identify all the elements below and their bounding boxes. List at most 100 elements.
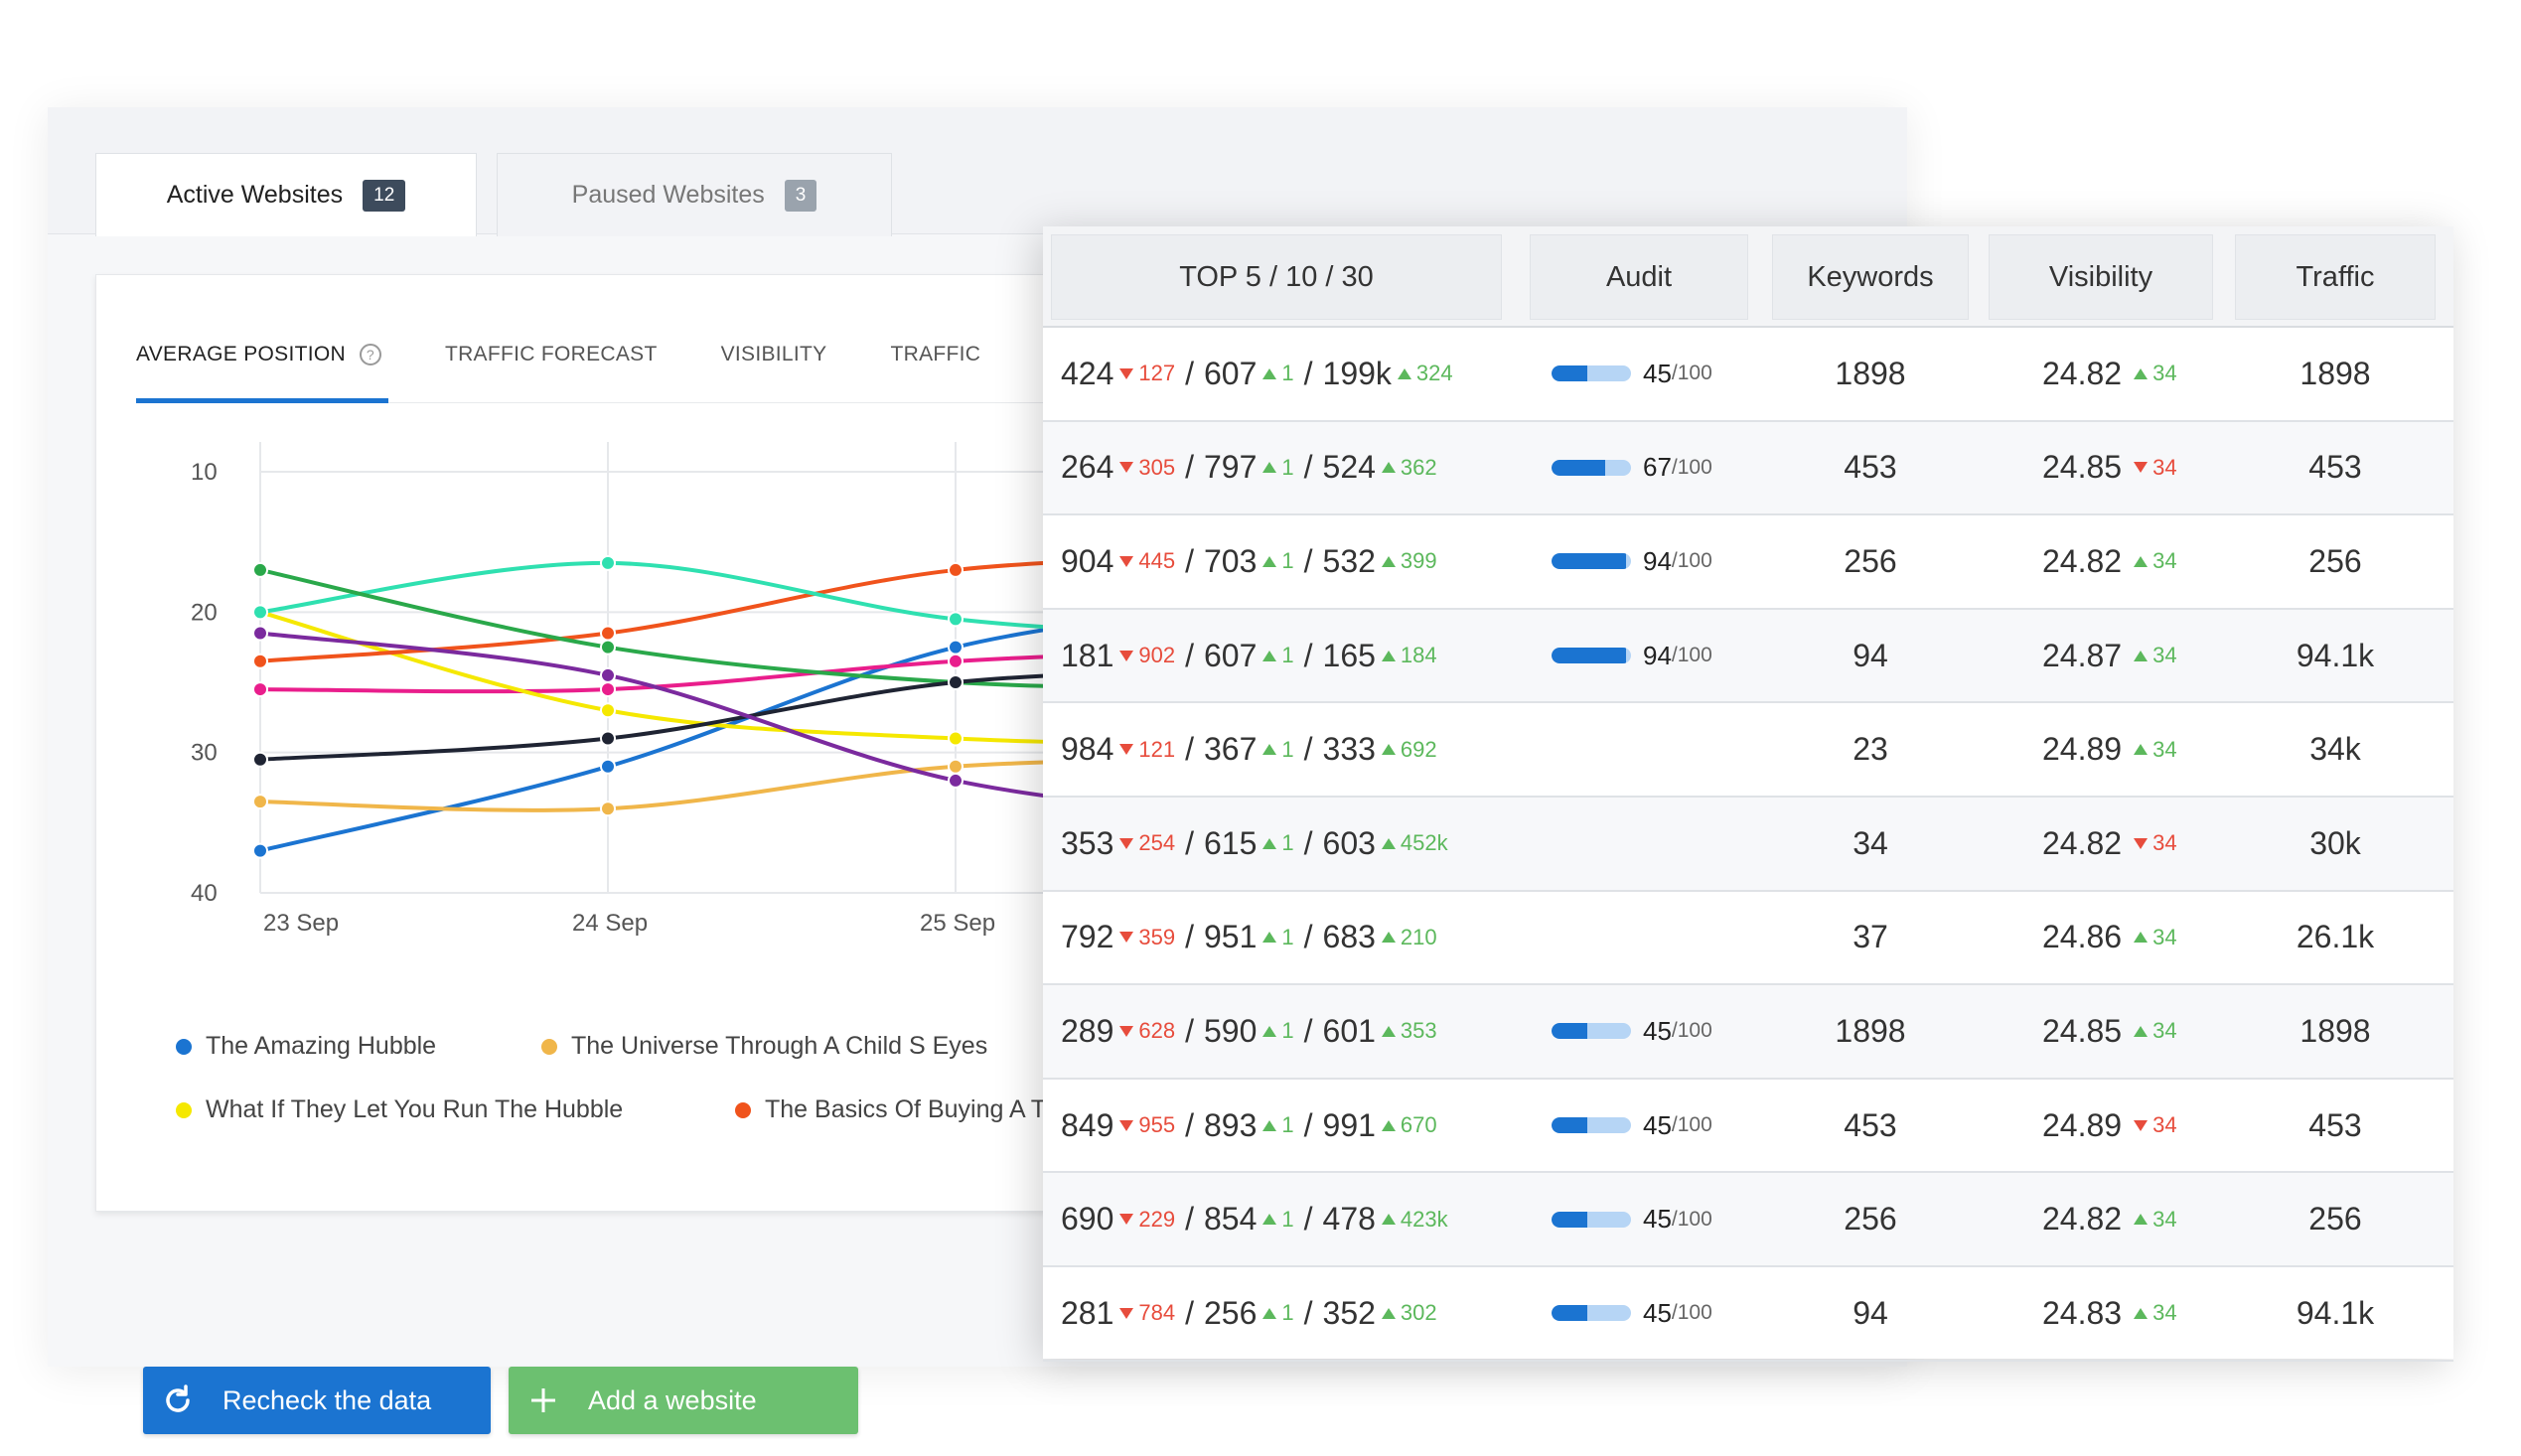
table-row[interactable]: 792 359 / 951 1 / 683 210 37 24.86 34 26… bbox=[1043, 892, 2453, 986]
table-row[interactable]: 281 784 / 256 1 / 352 302 45/100 94 24.8… bbox=[1043, 1267, 2453, 1362]
series-line bbox=[259, 670, 1129, 762]
top5-value: 353 bbox=[1061, 824, 1114, 861]
separator: / bbox=[1303, 824, 1313, 861]
series-line bbox=[259, 560, 1129, 635]
col-top-positions[interactable]: TOP 5 / 10 / 30 bbox=[1051, 234, 1502, 320]
table-row[interactable]: 690 229 / 854 1 / 478 423k 45/100 256 24… bbox=[1043, 1173, 2453, 1267]
top-positions-cell: 792 359 / 951 1 / 683 210 bbox=[1061, 892, 1437, 984]
question-circle-icon[interactable]: ? bbox=[359, 344, 381, 365]
data-point bbox=[600, 681, 616, 698]
legend-label: What If They Let You Run The Hubble bbox=[206, 1095, 624, 1123]
top10-delta: 1 bbox=[1262, 361, 1294, 386]
table-row[interactable]: 424 127 / 607 1 / 199k 324 45/100 1898 2… bbox=[1043, 328, 2453, 422]
top30-value: 991 bbox=[1322, 1106, 1376, 1143]
col-visibility[interactable]: Visibility bbox=[1989, 234, 2213, 320]
add-website-button[interactable]: Add a website bbox=[509, 1367, 858, 1434]
audit-cell: 67/100 bbox=[1552, 422, 1712, 514]
top30-delta: 184 bbox=[1381, 643, 1437, 668]
data-point bbox=[948, 653, 964, 669]
tab-traffic[interactable]: TRAFFIC bbox=[890, 343, 980, 366]
audit-cell: 45/100 bbox=[1552, 328, 1712, 420]
top5-delta-value: 121 bbox=[1138, 736, 1176, 762]
traffic-cell: 94.1k bbox=[2235, 610, 2436, 702]
keywords-value: 23 bbox=[1853, 731, 1888, 768]
visibility-delta-value: 34 bbox=[2152, 643, 2177, 668]
tab-traffic-label: TRAFFIC bbox=[890, 343, 981, 365]
visibility-delta: 34 bbox=[2134, 1112, 2177, 1138]
separator: / bbox=[1185, 355, 1194, 391]
visibility-delta: 34 bbox=[2134, 1018, 2177, 1044]
col-keywords[interactable]: Keywords bbox=[1772, 234, 1969, 320]
col-top-label: TOP 5 / 10 / 30 bbox=[1179, 260, 1374, 293]
audit-cell: 94/100 bbox=[1552, 610, 1712, 702]
series-line bbox=[259, 651, 1129, 694]
triangle-up-icon bbox=[1262, 650, 1277, 661]
separator: / bbox=[1185, 731, 1194, 768]
keywords-cell: 34 bbox=[1772, 798, 1969, 890]
legend-item[interactable]: What If They Let You Run The Hubble bbox=[176, 1095, 623, 1124]
legend-item[interactable]: The Amazing Hubble bbox=[176, 1032, 436, 1061]
col-audit[interactable]: Audit bbox=[1530, 234, 1748, 320]
audit-score: 45 bbox=[1643, 1297, 1672, 1328]
top10-delta-value: 1 bbox=[1281, 1018, 1294, 1044]
visibility-delta: 34 bbox=[2134, 925, 2177, 950]
tab-active-websites[interactable]: Active Websites 12 bbox=[95, 153, 477, 236]
table-row[interactable]: 353 254 / 615 1 / 603 452k 34 24.82 34 3… bbox=[1043, 798, 2453, 892]
top30-delta: 362 bbox=[1381, 455, 1437, 481]
tab-average-position[interactable]: AVERAGE POSITION ? bbox=[136, 343, 381, 366]
website-tabs: Active Websites 12 Paused Websites 3 bbox=[48, 107, 1907, 236]
top30-value: 478 bbox=[1322, 1201, 1376, 1238]
col-traffic[interactable]: Traffic bbox=[2235, 234, 2436, 320]
table-row[interactable]: 289 628 / 590 1 / 601 353 45/100 1898 24… bbox=[1043, 985, 2453, 1080]
triangle-down-icon bbox=[1119, 1025, 1134, 1037]
data-point bbox=[252, 794, 268, 810]
traffic-value: 94.1k bbox=[2296, 637, 2375, 673]
visibility-delta-value: 34 bbox=[2152, 454, 2177, 480]
audit-progress-fill bbox=[1552, 553, 1627, 570]
top10-delta: 1 bbox=[1262, 1206, 1294, 1233]
triangle-up-icon bbox=[1262, 1214, 1277, 1226]
table-row[interactable]: 904 445 / 703 1 / 532 399 94/100 256 24.… bbox=[1043, 515, 2453, 610]
table-row[interactable]: 264 305 / 797 1 / 524 362 67/100 453 24.… bbox=[1043, 421, 2453, 516]
x-tick-label: 23 Sep bbox=[263, 910, 339, 937]
separator: / bbox=[1185, 1012, 1194, 1049]
table-row[interactable]: 181 902 / 607 1 / 165 184 94/100 94 24.8… bbox=[1043, 609, 2453, 704]
table-row[interactable]: 984 121 / 367 1 / 333 692 23 24.89 34 34… bbox=[1043, 703, 2453, 798]
traffic-cell: 94.1k bbox=[2235, 1267, 2436, 1360]
visibility-cell: 24.86 34 bbox=[2042, 892, 2177, 984]
top5-delta: 229 bbox=[1119, 1207, 1175, 1233]
recheck-data-button[interactable]: Recheck the data bbox=[143, 1367, 491, 1434]
legend-item[interactable]: The Universe Through A Child S Eyes bbox=[541, 1032, 987, 1061]
top5-value: 690 bbox=[1061, 1201, 1114, 1238]
audit-max: /100 bbox=[1671, 1301, 1712, 1325]
top10-value: 854 bbox=[1204, 1201, 1258, 1238]
visibility-value: 24.86 bbox=[2042, 919, 2123, 955]
data-point bbox=[252, 681, 268, 698]
top5-value: 264 bbox=[1061, 449, 1114, 486]
legend-dot bbox=[541, 1038, 557, 1055]
top5-delta: 784 bbox=[1119, 1300, 1175, 1326]
triangle-up-icon bbox=[1262, 744, 1277, 756]
table-row[interactable]: 849 955 / 893 1 / 991 670 45/100 453 24.… bbox=[1043, 1080, 2453, 1174]
tab-traffic-forecast[interactable]: TRAFFIC FORECAST bbox=[445, 343, 658, 366]
separator: / bbox=[1303, 1294, 1313, 1331]
y-tick-label: 30 bbox=[191, 740, 218, 767]
audit-progress-bar bbox=[1552, 1023, 1631, 1040]
tab-visibility[interactable]: VISIBILITY bbox=[721, 343, 827, 366]
col-keywords-label: Keywords bbox=[1807, 260, 1934, 293]
legend-item[interactable]: The Basics Of Buying A Tele bbox=[735, 1095, 1077, 1124]
visibility-delta-value: 34 bbox=[2152, 548, 2177, 574]
top10-delta-value: 1 bbox=[1281, 1206, 1294, 1232]
triangle-up-icon bbox=[2134, 555, 2149, 567]
separator: / bbox=[1303, 355, 1313, 391]
legend-dot bbox=[735, 1101, 751, 1118]
top5-delta: 127 bbox=[1119, 361, 1175, 386]
visibility-delta: 34 bbox=[2134, 1207, 2177, 1233]
top10-value: 615 bbox=[1204, 824, 1258, 861]
tab-paused-websites[interactable]: Paused Websites 3 bbox=[497, 153, 892, 236]
triangle-up-icon bbox=[1381, 1119, 1396, 1131]
top30-delta-value: 184 bbox=[1400, 643, 1437, 668]
triangle-up-icon bbox=[2134, 744, 2149, 756]
audit-max: /100 bbox=[1671, 644, 1712, 667]
